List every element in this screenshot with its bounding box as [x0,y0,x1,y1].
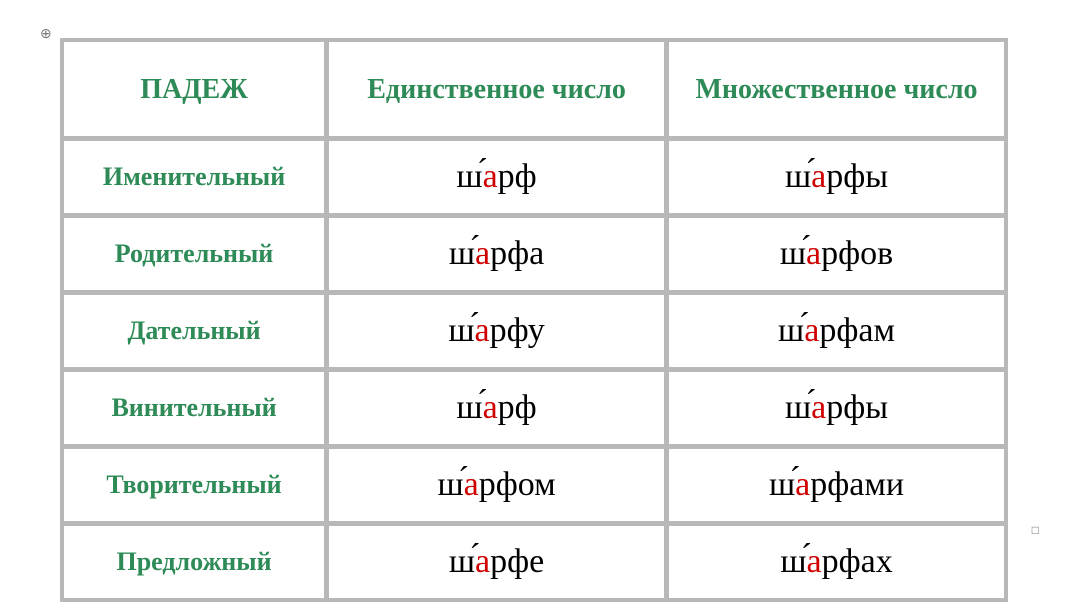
word-stress: а [811,158,826,195]
word-stress: а [475,312,490,349]
word-post: рфов [821,235,893,272]
word-post: рф [498,389,537,426]
word-singular: шарфа [328,217,665,291]
word-stress: а [483,389,498,426]
table-row: Предложный шарфе шарфах [63,525,1005,599]
table-header-row: ПАДЕЖ Единственное число Множественное ч… [63,41,1005,137]
word-plural: шарфам [668,294,1005,368]
table-row: Родительный шарфа шарфов [63,217,1005,291]
case-name: Дательный [63,294,325,368]
word-post: рфы [826,158,888,195]
word-pre: ш [437,466,463,503]
word-stress: а [811,389,826,426]
word-pre: ш [785,389,811,426]
table-anchor-icon: ⊕ [40,28,52,42]
word-stress: а [475,543,490,580]
word-singular: шарфом [328,448,665,522]
word-stress: а [475,235,490,272]
word-post: рфа [490,235,544,272]
word-pre: ш [449,235,475,272]
table-row: Дательный шарфу шарфам [63,294,1005,368]
word-post: рфом [479,466,556,503]
word-pre: ш [449,543,475,580]
word-singular: шарфе [328,525,665,599]
word-plural: шарфах [668,525,1005,599]
col-header-singular: Единственное число [328,41,665,137]
table-row: Именительный шарф шарфы [63,140,1005,214]
word-singular: шарф [328,371,665,445]
word-post: рфу [490,312,545,349]
word-post: рфам [819,312,895,349]
word-pre: ш [785,158,811,195]
word-stress: а [807,543,822,580]
word-post: рфами [810,466,904,503]
word-plural: шарфы [668,140,1005,214]
word-post: рфе [490,543,544,580]
word-stress: а [795,466,810,503]
table-row: Творительный шарфом шарфами [63,448,1005,522]
case-name: Предложный [63,525,325,599]
case-name: Родительный [63,217,325,291]
word-pre: ш [778,312,804,349]
word-post: рфы [826,389,888,426]
word-stress: а [806,235,821,272]
word-post: рфах [822,543,893,580]
word-pre: ш [456,158,482,195]
resize-handle-icon: □ [1032,524,1039,536]
case-name: Винительный [63,371,325,445]
word-pre: ш [780,543,806,580]
word-stress: а [804,312,819,349]
case-name: Именительный [63,140,325,214]
declension-table: ПАДЕЖ Единственное число Множественное ч… [60,38,1008,602]
word-post: рф [498,158,537,195]
word-pre: ш [769,466,795,503]
word-pre: ш [448,312,474,349]
word-pre: ш [456,389,482,426]
case-name: Творительный [63,448,325,522]
table-row: Винительный шарф шарфы [63,371,1005,445]
word-stress: а [483,158,498,195]
word-stress: а [464,466,479,503]
declension-table-wrap: ПАДЕЖ Единственное число Множественное ч… [60,38,1008,602]
word-singular: шарф [328,140,665,214]
word-plural: шарфы [668,371,1005,445]
col-header-plural: Множественное число [668,41,1005,137]
word-pre: ш [780,235,806,272]
page: ⊕ ПАДЕЖ Единственное число Множественное… [0,0,1069,554]
word-plural: шарфами [668,448,1005,522]
word-singular: шарфу [328,294,665,368]
col-header-case: ПАДЕЖ [63,41,325,137]
word-plural: шарфов [668,217,1005,291]
